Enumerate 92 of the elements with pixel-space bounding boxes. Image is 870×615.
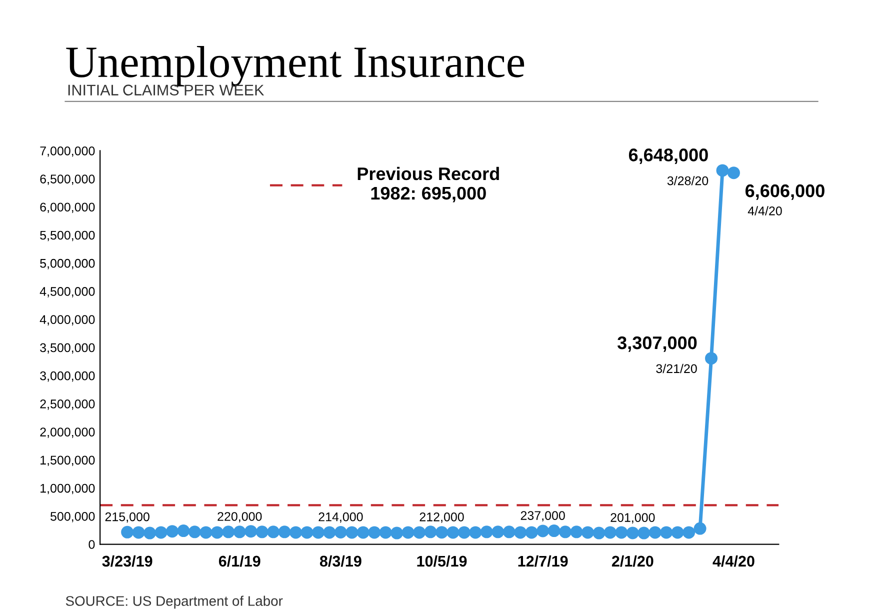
y-tick-label: 5,500,000 bbox=[40, 230, 95, 242]
point bbox=[334, 526, 347, 538]
point bbox=[648, 526, 662, 539]
annotation: 3/21/20 bbox=[656, 364, 697, 374]
point bbox=[469, 526, 482, 539]
y-tick-label: 500,000 bbox=[50, 512, 95, 522]
point bbox=[604, 526, 616, 539]
data-label: 3,307,000 bbox=[617, 336, 697, 352]
y-tick-label: 3,000,000 bbox=[40, 371, 95, 382]
point bbox=[413, 526, 426, 539]
point bbox=[581, 526, 594, 539]
point bbox=[716, 164, 729, 177]
data-label: 215,000 bbox=[105, 512, 150, 523]
point bbox=[548, 524, 560, 538]
y-tick-label: 1,000,000 bbox=[40, 484, 95, 494]
y-tick-label: 6,000,000 bbox=[40, 202, 95, 214]
point bbox=[233, 526, 246, 538]
annotation: 3/28/20 bbox=[667, 176, 708, 186]
point bbox=[480, 526, 493, 538]
x-tick-label: 10/5/19 bbox=[417, 555, 467, 567]
point bbox=[188, 526, 201, 538]
y-tick-label: 4,500,000 bbox=[40, 287, 95, 298]
y-tick-label: 5,000,000 bbox=[40, 258, 95, 270]
point bbox=[177, 524, 190, 538]
point bbox=[514, 526, 527, 539]
annotation: 4/4/20 bbox=[748, 206, 782, 216]
data-label: 201,000 bbox=[610, 513, 655, 524]
point bbox=[379, 526, 392, 539]
point bbox=[356, 526, 370, 539]
data-label: 237,000 bbox=[520, 511, 565, 522]
y-tick-label: 4,000,000 bbox=[40, 315, 95, 326]
y-tick-label: 1,500,000 bbox=[40, 456, 95, 466]
point bbox=[132, 526, 145, 539]
point bbox=[705, 352, 718, 365]
point bbox=[222, 526, 235, 538]
x-tick-label: 4/4/20 bbox=[712, 555, 754, 567]
point bbox=[671, 526, 684, 539]
point bbox=[436, 526, 448, 539]
x-tick-label: 8/3/19 bbox=[320, 555, 362, 567]
point bbox=[570, 526, 583, 538]
point bbox=[492, 526, 504, 538]
x-tick-label: 2/1/20 bbox=[612, 555, 654, 567]
data-label: 6,648,000 bbox=[628, 148, 708, 164]
point bbox=[694, 522, 706, 535]
point bbox=[312, 526, 324, 539]
point bbox=[323, 526, 336, 539]
point bbox=[525, 526, 538, 539]
x-tick-label: 12/7/19 bbox=[518, 555, 568, 567]
point bbox=[368, 526, 381, 539]
x-tick-label: 3/23/19 bbox=[102, 555, 152, 567]
point bbox=[210, 526, 224, 539]
point bbox=[446, 526, 460, 539]
point bbox=[559, 526, 572, 538]
x-tick-label: 6/1/19 bbox=[218, 555, 260, 567]
point bbox=[638, 526, 650, 540]
point bbox=[536, 524, 550, 538]
point bbox=[502, 526, 516, 538]
point bbox=[682, 526, 696, 539]
data-label: 214,000 bbox=[318, 512, 363, 523]
point bbox=[458, 526, 470, 539]
y-tick-label: 0 bbox=[88, 540, 95, 549]
point bbox=[278, 526, 291, 538]
point bbox=[390, 526, 404, 540]
point bbox=[267, 526, 280, 538]
data-label: 212,000 bbox=[420, 512, 464, 523]
point bbox=[615, 526, 628, 539]
point bbox=[402, 526, 414, 539]
point bbox=[166, 525, 178, 538]
y-tick-label: 3,500,000 bbox=[40, 343, 95, 354]
point bbox=[300, 526, 314, 539]
point bbox=[626, 526, 639, 540]
y-tick-label: 2,000,000 bbox=[40, 428, 95, 438]
chart-title: Unemployment Insurance bbox=[66, 46, 524, 86]
point bbox=[121, 526, 134, 538]
y-tick-label: 2,500,000 bbox=[40, 400, 95, 410]
data-label: 220,000 bbox=[218, 512, 262, 522]
data-label: 6,606,000 bbox=[746, 184, 824, 200]
point bbox=[256, 526, 268, 538]
y-tick-label: 6,500,000 bbox=[40, 174, 95, 185]
source-note: SOURCE: US Department of Labor bbox=[66, 596, 283, 609]
point bbox=[346, 526, 358, 539]
point bbox=[200, 526, 212, 539]
point bbox=[144, 526, 156, 540]
point bbox=[727, 166, 740, 180]
point bbox=[592, 526, 606, 540]
point bbox=[244, 525, 258, 538]
legend-label: Previous Record 1982: 695,000 bbox=[358, 166, 499, 202]
point bbox=[290, 526, 302, 539]
point bbox=[660, 526, 673, 539]
point bbox=[154, 526, 168, 539]
point bbox=[424, 526, 437, 538]
y-tick-label: 7,000,000 bbox=[40, 146, 95, 157]
